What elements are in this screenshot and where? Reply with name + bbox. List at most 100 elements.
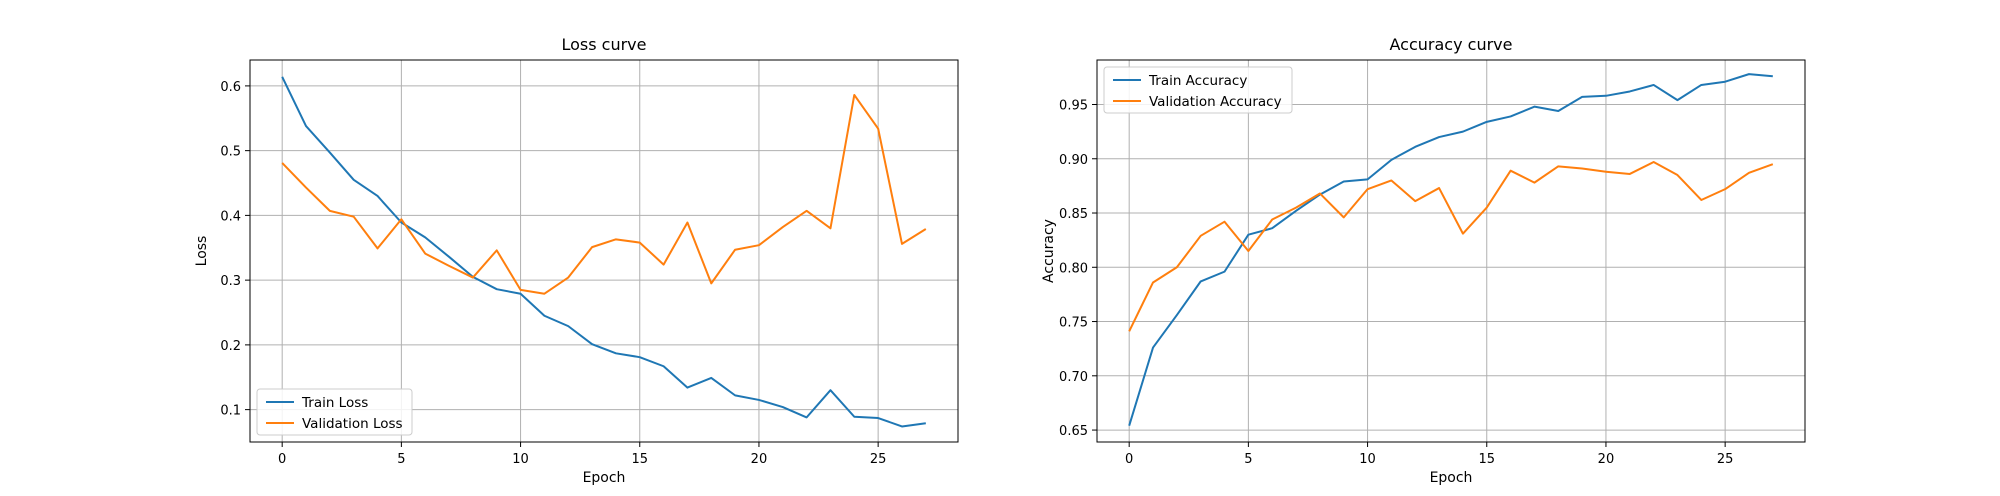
data-point xyxy=(663,264,665,266)
data-point xyxy=(1605,171,1607,173)
legend-box xyxy=(1103,66,1293,114)
data-point xyxy=(1295,207,1297,209)
data-point xyxy=(1343,216,1345,218)
legend-box xyxy=(256,388,413,436)
x-tick-label: 10 xyxy=(512,452,529,467)
data-point xyxy=(281,76,283,78)
data-point xyxy=(329,152,331,154)
data-point xyxy=(1176,314,1178,316)
data-point xyxy=(1462,131,1464,133)
data-point xyxy=(782,226,784,228)
x-tick-label: 0 xyxy=(1125,452,1133,467)
series-line-train-accuracy xyxy=(1128,73,1773,427)
series-line-train-loss xyxy=(281,76,926,428)
x-tick-label: 25 xyxy=(870,452,887,467)
data-point xyxy=(1533,106,1535,108)
x-tick-label: 25 xyxy=(1717,452,1734,467)
data-point xyxy=(1772,163,1774,165)
data-point xyxy=(1700,199,1702,201)
data-point xyxy=(639,242,641,244)
x-tick-label: 5 xyxy=(1244,452,1252,467)
data-point xyxy=(377,247,379,249)
data-point xyxy=(901,243,903,245)
data-point xyxy=(329,210,331,212)
data-point xyxy=(1390,179,1392,181)
data-point xyxy=(1438,136,1440,138)
data-point xyxy=(567,325,569,327)
data-point xyxy=(710,377,712,379)
data-point xyxy=(1605,95,1607,97)
data-point xyxy=(1653,161,1655,163)
data-point xyxy=(1486,121,1488,123)
data-point xyxy=(1486,207,1488,209)
data-point xyxy=(1271,219,1273,221)
data-point xyxy=(543,293,545,295)
data-point xyxy=(806,210,808,212)
data-point xyxy=(1438,187,1440,189)
data-point xyxy=(448,256,450,258)
data-point xyxy=(1462,233,1464,235)
data-point xyxy=(1581,168,1583,170)
data-point xyxy=(758,399,760,401)
data-point xyxy=(1748,172,1750,174)
x-tick-label: 0 xyxy=(278,452,286,467)
chart-panel-0: 0 5 10 15 20 25 0.1 0.2 0.3 0.4 0.5 0.6 Loss curve Ep… xyxy=(194,35,959,486)
data-point xyxy=(853,94,855,96)
data-point xyxy=(424,236,426,238)
legend: Train Loss Validation Loss xyxy=(256,388,413,436)
data-point xyxy=(1724,188,1726,190)
y-tick-label: 0.1 xyxy=(220,404,241,419)
data-point xyxy=(663,365,665,367)
data-point xyxy=(1247,234,1249,236)
data-point xyxy=(1319,192,1321,194)
data-point xyxy=(1295,210,1297,212)
data-point xyxy=(639,356,641,358)
data-point xyxy=(1343,181,1345,183)
data-point xyxy=(853,416,855,418)
data-point xyxy=(1510,115,1512,117)
data-point xyxy=(686,387,688,389)
data-point xyxy=(1176,266,1178,268)
data-point xyxy=(615,238,617,240)
data-point xyxy=(1200,235,1202,237)
data-point xyxy=(353,216,355,218)
data-point xyxy=(1748,73,1750,75)
chart-title: Loss curve xyxy=(561,35,646,54)
data-point xyxy=(1724,81,1726,83)
chart-panel-1: 0 5 10 15 20 25 0.65 0.70 0.75 0.80 0.85 0.90 0.95 Ac… xyxy=(1041,35,1806,486)
x-tick-label: 5 xyxy=(397,452,405,467)
data-point xyxy=(1629,90,1631,92)
data-point xyxy=(1414,200,1416,202)
x-tick-label: 20 xyxy=(751,452,768,467)
y-tick-label: 0.4 xyxy=(220,209,241,224)
legend: Train Accuracy Validation Accuracy xyxy=(1103,66,1293,114)
data-point xyxy=(829,227,831,229)
data-point xyxy=(686,222,688,224)
data-point xyxy=(1367,188,1369,190)
data-point xyxy=(1629,173,1631,175)
y-tick-label: 0.85 xyxy=(1059,207,1088,222)
data-point xyxy=(424,253,426,255)
data-point xyxy=(1533,182,1535,184)
data-point xyxy=(305,125,307,127)
y-tick-label: 0.5 xyxy=(220,145,241,160)
data-point xyxy=(1700,84,1702,86)
data-point xyxy=(520,289,522,291)
data-point xyxy=(591,343,593,345)
series-line-validation-loss xyxy=(281,93,927,295)
data-point xyxy=(1772,75,1774,77)
data-point xyxy=(1224,271,1226,273)
data-point xyxy=(1414,146,1416,148)
legend-entry: Validation Loss xyxy=(302,416,403,432)
y-tick-label: 0.90 xyxy=(1059,153,1088,168)
data-point xyxy=(710,282,712,284)
data-point xyxy=(305,187,307,189)
data-point xyxy=(1557,165,1559,167)
x-tick-label: 20 xyxy=(1598,452,1615,467)
data-point xyxy=(543,315,545,317)
data-point xyxy=(520,293,522,295)
data-point xyxy=(472,277,474,279)
data-point xyxy=(1510,170,1512,172)
data-point xyxy=(448,265,450,267)
